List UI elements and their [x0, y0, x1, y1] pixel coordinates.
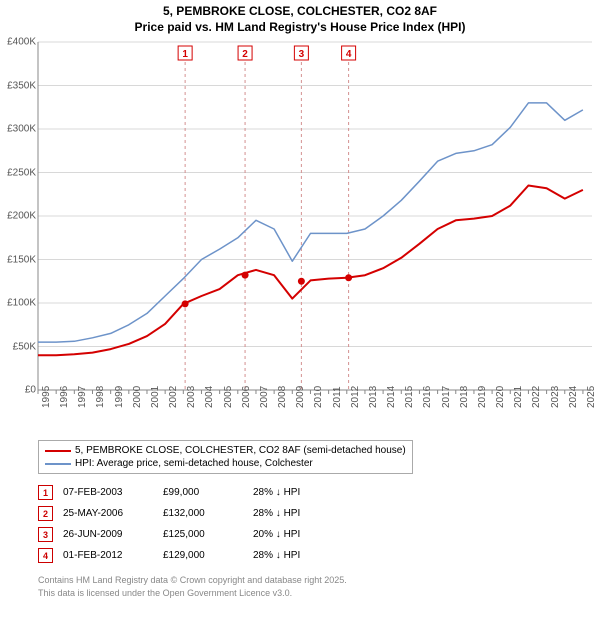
x-tick-label: 2015	[404, 386, 415, 408]
y-tick-label: £200K	[0, 211, 36, 222]
legend-label: HPI: Average price, semi-detached house,…	[75, 458, 313, 469]
legend-swatch	[45, 463, 71, 465]
x-tick-label: 2023	[550, 386, 561, 408]
y-tick-label: £0	[0, 385, 36, 396]
sale-delta: 20% ↓ HPI	[253, 529, 300, 540]
y-tick-label: £300K	[0, 124, 36, 135]
y-tick-label: £400K	[0, 37, 36, 48]
sale-marker-icon: 1	[38, 485, 53, 500]
legend-item: HPI: Average price, semi-detached house,…	[45, 457, 406, 470]
sale-price: £132,000	[163, 508, 243, 519]
x-tick-label: 1998	[95, 386, 106, 408]
x-tick-label: 2003	[186, 386, 197, 408]
x-tick-label: 2014	[386, 386, 397, 408]
x-tick-label: 2017	[441, 386, 452, 408]
y-tick-label: £350K	[0, 80, 36, 91]
chart-title: 5, PEMBROKE CLOSE, COLCHESTER, CO2 8AF P…	[0, 0, 600, 35]
y-tick-label: £50K	[0, 341, 36, 352]
footer-line-2: This data is licensed under the Open Gov…	[38, 587, 347, 600]
chart-svg: 1 2 3 4	[38, 42, 592, 390]
x-tick-label: 2010	[313, 386, 324, 408]
x-tick-label: 1995	[41, 386, 52, 408]
legend-box: 5, PEMBROKE CLOSE, COLCHESTER, CO2 8AF (…	[38, 440, 413, 474]
sale-date: 26-JUN-2009	[63, 529, 153, 540]
footer-attribution: Contains HM Land Registry data © Crown c…	[38, 574, 347, 599]
sale-row: 3 26-JUN-2009 £125,000 20% ↓ HPI	[38, 524, 300, 545]
footer-line-1: Contains HM Land Registry data © Crown c…	[38, 574, 347, 587]
sale-row: 2 25-MAY-2006 £132,000 28% ↓ HPI	[38, 503, 300, 524]
x-tick-label: 2004	[204, 386, 215, 408]
sale-marker-icon: 4	[38, 548, 53, 563]
x-tick-label: 2024	[568, 386, 579, 408]
sale-delta: 28% ↓ HPI	[253, 508, 300, 519]
x-tick-label: 2009	[295, 386, 306, 408]
sale-marker-icon: 3	[38, 527, 53, 542]
x-tick-label: 1996	[59, 386, 70, 408]
x-tick-label: 2013	[368, 386, 379, 408]
sale-date: 07-FEB-2003	[63, 487, 153, 498]
x-tick-label: 1999	[114, 386, 125, 408]
legend-swatch	[45, 450, 71, 452]
sale-price: £129,000	[163, 550, 243, 561]
sale-date: 25-MAY-2006	[63, 508, 153, 519]
x-tick-label: 2001	[150, 386, 161, 408]
sale-price: £99,000	[163, 487, 243, 498]
x-tick-label: 2006	[241, 386, 252, 408]
title-subtitle: Price paid vs. HM Land Registry's House …	[0, 20, 600, 36]
x-tick-label: 2020	[495, 386, 506, 408]
svg-text:2: 2	[242, 49, 248, 60]
sale-row: 1 07-FEB-2003 £99,000 28% ↓ HPI	[38, 482, 300, 503]
x-tick-label: 2002	[168, 386, 179, 408]
sale-delta: 28% ↓ HPI	[253, 487, 300, 498]
sale-row: 4 01-FEB-2012 £129,000 28% ↓ HPI	[38, 545, 300, 566]
title-address: 5, PEMBROKE CLOSE, COLCHESTER, CO2 8AF	[0, 4, 600, 20]
sale-marker-icon: 2	[38, 506, 53, 521]
price-chart: 1 2 3 4	[38, 42, 592, 390]
x-tick-label: 2021	[513, 386, 524, 408]
y-axis: £0£50K£100K£150K£200K£250K£300K£350K£400…	[0, 42, 38, 390]
y-tick-label: £100K	[0, 298, 36, 309]
x-axis: 1995199619971998199920002001200220032004…	[38, 392, 592, 442]
x-tick-label: 1997	[77, 386, 88, 408]
svg-text:3: 3	[299, 49, 305, 60]
y-tick-label: £150K	[0, 254, 36, 265]
sale-price: £125,000	[163, 529, 243, 540]
sale-delta: 28% ↓ HPI	[253, 550, 300, 561]
svg-text:4: 4	[346, 49, 352, 60]
x-tick-label: 2008	[277, 386, 288, 408]
x-tick-label: 2005	[223, 386, 234, 408]
x-tick-label: 2016	[422, 386, 433, 408]
x-tick-label: 2011	[332, 386, 343, 408]
x-tick-label: 2000	[132, 386, 143, 408]
y-tick-label: £250K	[0, 167, 36, 178]
legend-item: 5, PEMBROKE CLOSE, COLCHESTER, CO2 8AF (…	[45, 444, 406, 457]
x-tick-label: 2007	[259, 386, 270, 408]
x-tick-label: 2022	[531, 386, 542, 408]
x-tick-label: 2025	[586, 386, 597, 408]
x-tick-label: 2018	[459, 386, 470, 408]
sale-date: 01-FEB-2012	[63, 550, 153, 561]
sales-table: 1 07-FEB-2003 £99,000 28% ↓ HPI 2 25-MAY-2006…	[38, 482, 300, 566]
svg-text:1: 1	[182, 49, 188, 60]
x-tick-label: 2019	[477, 386, 488, 408]
x-tick-label: 2012	[350, 386, 361, 408]
legend-label: 5, PEMBROKE CLOSE, COLCHESTER, CO2 8AF (…	[75, 445, 406, 456]
